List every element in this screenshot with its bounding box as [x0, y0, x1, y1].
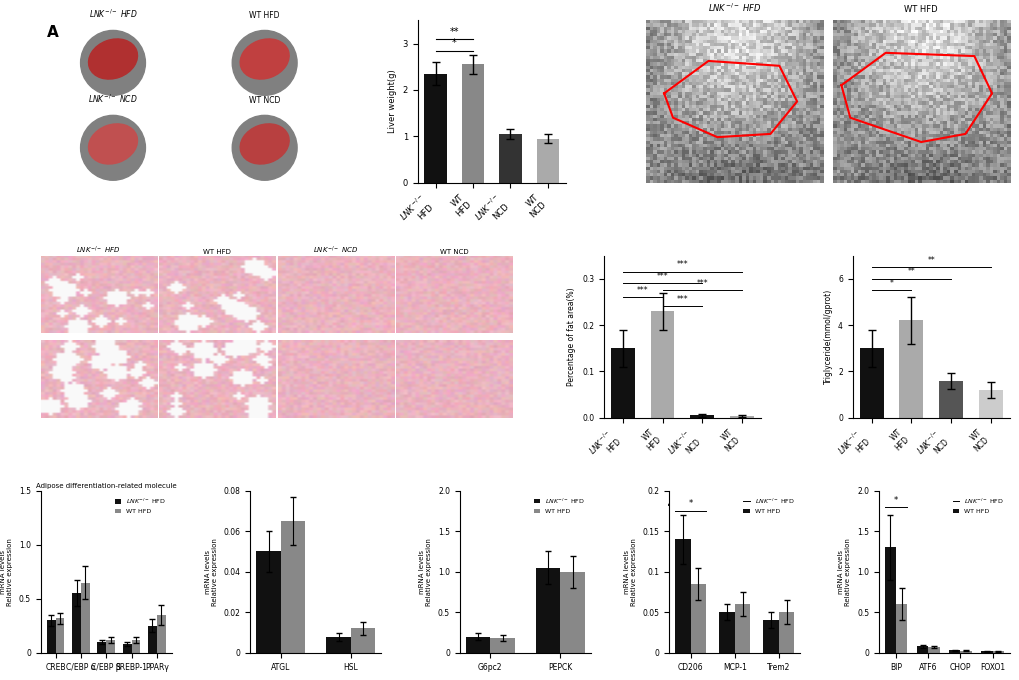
Circle shape — [81, 116, 146, 180]
Circle shape — [232, 31, 297, 95]
Bar — [106, 640, 115, 653]
Title: WT NCD: WT NCD — [249, 97, 280, 105]
Legend: $LNK^{-/-}$ HFD, WT HFD: $LNK^{-/-}$ HFD, WT HFD — [112, 494, 168, 517]
Text: *: * — [688, 500, 692, 509]
Bar — [148, 626, 157, 653]
Text: **: ** — [449, 27, 459, 37]
Bar — [938, 381, 962, 418]
Text: *: * — [889, 279, 893, 288]
Ellipse shape — [239, 39, 288, 79]
Bar — [351, 628, 375, 653]
Bar — [498, 134, 521, 182]
Text: ***: *** — [656, 272, 667, 281]
Title: $LNK^{-/-}$ NCD: $LNK^{-/-}$ NCD — [313, 244, 358, 256]
Text: ***: *** — [696, 279, 707, 288]
Bar — [256, 551, 280, 653]
Text: F: F — [852, 256, 862, 271]
Text: D: D — [41, 256, 53, 271]
Circle shape — [232, 116, 297, 180]
Text: ***: *** — [636, 286, 648, 295]
Y-axis label: mRNA levels
Relative expression: mRNA levels Relative expression — [838, 538, 851, 606]
Bar — [718, 612, 734, 653]
Legend: $LNK^{-/-}$ HFD, WT HFD: $LNK^{-/-}$ HFD, WT HFD — [950, 494, 1006, 517]
Bar — [81, 583, 90, 653]
Y-axis label: mRNA levels
Relative expression: mRNA levels Relative expression — [205, 538, 218, 606]
Bar — [56, 618, 64, 653]
Text: E: E — [603, 256, 613, 271]
Bar — [490, 639, 515, 653]
Text: ***: *** — [676, 295, 688, 304]
Title: $LNK^{-/-}$ HFD: $LNK^{-/-}$ HFD — [89, 8, 138, 20]
Bar — [927, 647, 938, 653]
Ellipse shape — [89, 124, 138, 164]
Legend: $LNK^{-/-}$ HFD, WT HFD: $LNK^{-/-}$ HFD, WT HFD — [531, 494, 587, 517]
Text: *: * — [893, 496, 898, 505]
Bar — [980, 651, 991, 653]
Title: WT NCD: WT NCD — [439, 249, 468, 255]
Text: I: I — [460, 491, 465, 506]
Bar — [675, 539, 690, 653]
Bar — [280, 521, 305, 653]
Y-axis label: mRNA levels
Relative expression: mRNA levels Relative expression — [624, 538, 637, 606]
Title: $LNK^{-/-}$ HFD: $LNK^{-/-}$ HFD — [76, 244, 121, 256]
Title: WT HFD: WT HFD — [904, 5, 937, 14]
Text: B: B — [417, 20, 429, 35]
Bar — [536, 139, 558, 182]
Bar — [47, 620, 56, 653]
Bar — [730, 416, 753, 418]
Bar — [978, 390, 1002, 418]
Bar — [535, 568, 559, 653]
Bar — [899, 320, 922, 418]
Bar — [650, 311, 674, 418]
Bar — [690, 584, 705, 653]
Bar — [122, 644, 131, 653]
Bar — [424, 73, 446, 182]
Bar — [883, 547, 895, 653]
Y-axis label: mRNA levels
Relative expression: mRNA levels Relative expression — [419, 538, 432, 606]
Y-axis label: Percentage of fat area(%): Percentage of fat area(%) — [567, 287, 576, 386]
Bar — [916, 646, 927, 653]
Text: H: H — [250, 491, 263, 506]
Ellipse shape — [89, 39, 138, 79]
Text: G: G — [41, 491, 53, 506]
Bar — [462, 65, 484, 182]
Text: **: ** — [907, 267, 914, 276]
Text: ***: *** — [676, 260, 688, 269]
Title: Adipose differentiation-related molecule: Adipose differentiation-related molecule — [36, 483, 176, 489]
Title: WT HFD: WT HFD — [250, 12, 279, 20]
Text: *: * — [451, 38, 457, 48]
Ellipse shape — [239, 124, 288, 164]
Bar — [763, 620, 779, 653]
Bar — [72, 594, 81, 653]
Text: C: C — [646, 20, 657, 35]
Y-axis label: mRNA levels
Relative expression: mRNA levels Relative expression — [0, 538, 13, 606]
Title: $LNK^{-/-}$ HFD: $LNK^{-/-}$ HFD — [708, 1, 761, 14]
Bar — [895, 604, 907, 653]
Text: A: A — [47, 25, 58, 40]
Bar — [157, 615, 166, 653]
Bar — [97, 642, 106, 653]
Title: WT HFD: WT HFD — [203, 249, 231, 255]
Bar — [326, 636, 351, 653]
Bar — [690, 415, 713, 418]
Bar — [859, 348, 882, 418]
Y-axis label: Triglyceride(mmol/gprot): Triglyceride(mmol/gprot) — [822, 289, 832, 384]
Circle shape — [81, 31, 146, 95]
Text: J: J — [668, 491, 675, 506]
Bar — [131, 640, 141, 653]
Bar — [559, 572, 584, 653]
Bar — [960, 651, 971, 653]
Text: **: ** — [926, 256, 934, 265]
Text: K: K — [878, 491, 890, 506]
Bar — [779, 612, 794, 653]
Bar — [949, 650, 960, 653]
Title: $LNK^{-/-}$ NCD: $LNK^{-/-}$ NCD — [88, 93, 138, 105]
Bar — [991, 651, 1003, 653]
Bar — [466, 636, 490, 653]
Legend: $LNK^{-/-}$ HFD, WT HFD: $LNK^{-/-}$ HFD, WT HFD — [740, 494, 797, 517]
Bar — [610, 348, 634, 418]
Bar — [734, 604, 750, 653]
Y-axis label: Liver weight(g): Liver weight(g) — [387, 69, 396, 133]
